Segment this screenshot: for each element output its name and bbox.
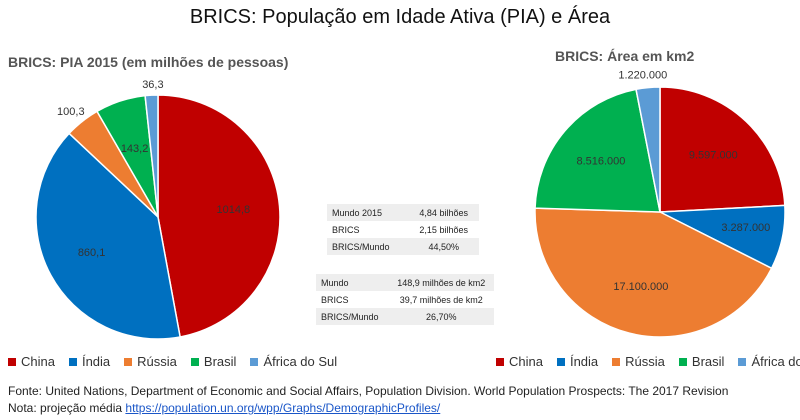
pia-chart-title: BRICS: PIA 2015 (em milhões de pessoas)	[8, 54, 289, 70]
area-legend-label-brasil: Brasil	[691, 354, 725, 369]
area-slice-china	[659, 86, 786, 213]
area-data-label-china: 9.597.000	[689, 150, 738, 162]
footer-note: Nota: projeção média https://population.…	[8, 401, 440, 415]
pia-legend: China Índia Rússia Brasil África do Sul	[8, 354, 337, 369]
area-data-label-india: 3.287.000	[721, 222, 770, 234]
area-table-row-value: 148,9 milhões de km2	[388, 274, 494, 291]
pia-legend-swatch-china	[8, 357, 16, 366]
pia-legend-item-africa-do-sul: África do Sul	[250, 354, 337, 369]
pia-data-label-brasil: 143,2	[121, 143, 149, 155]
area-data-label-brasil: 8.516.000	[576, 156, 625, 168]
area-legend-item-russia: Rússia	[612, 354, 665, 369]
area-slice-africa-do-sul	[635, 86, 661, 213]
area-slice-brasil	[534, 88, 661, 213]
area-legend-swatch-brasil	[678, 357, 687, 366]
area-legend-label-china: China	[509, 354, 543, 369]
pia-legend-item-brasil: Brasil	[190, 354, 237, 369]
pia-slice-india	[35, 132, 182, 340]
footer-source: Fonte: United Nations, Department of Eco…	[8, 384, 729, 398]
area-legend-swatch-africa-do-sul	[738, 357, 747, 366]
area-stats-table: Mundo 148,9 milhões de km2 BRICS 39,7 milhõ…	[316, 274, 494, 325]
pia-legend-swatch-india	[68, 357, 77, 366]
area-legend-swatch-china	[496, 357, 504, 366]
pia-legend-item-india: Índia	[68, 354, 111, 369]
pia-data-label-russia: 100,3	[57, 106, 85, 118]
area-chart-title: BRICS: Área em km2	[555, 48, 695, 64]
footer-note-label: Nota: projeção média	[8, 401, 123, 415]
area-legend-label-india: Índia	[569, 354, 599, 369]
pia-data-label-india: 860,1	[78, 247, 106, 259]
population-table-row: BRICS 2,15 bilhões	[327, 221, 479, 238]
area-legend: China Índia Rússia Brasil África do Sul	[496, 354, 800, 369]
pia-legend-label-india: Índia	[81, 354, 111, 369]
area-table-row-label: BRICS	[316, 291, 389, 308]
pia-legend-swatch-brasil	[190, 357, 199, 366]
area-legend-item-china: China	[496, 354, 543, 369]
population-table-row: BRICS/Mundo 44,50%	[327, 238, 479, 255]
population-table-row-label: BRICS	[327, 221, 409, 238]
area-table-row: Mundo 148,9 milhões de km2	[316, 274, 494, 291]
population-table-row-value: 4,84 bilhões	[408, 204, 479, 221]
footer-note-link[interactable]: https://population.un.org/wpp/Graphs/Dem…	[125, 401, 441, 415]
pia-slice-china	[157, 94, 281, 338]
area-table-row-label: BRICS/Mundo	[316, 308, 389, 325]
pia-data-label-china: 1014,8	[216, 204, 250, 216]
area-legend-swatch-india	[556, 357, 565, 366]
population-stats-table: Mundo 2015 4,84 bilhões BRICS 2,15 bilhões B…	[327, 204, 479, 255]
pia-legend-label-russia: Rússia	[137, 354, 177, 369]
area-slice-russia	[534, 207, 773, 338]
area-table-row-value: 39,7 milhões de km2	[388, 291, 494, 308]
pia-slice-africa-do-sul	[144, 94, 159, 218]
pia-legend-swatch-russia	[124, 357, 133, 366]
area-table-row-label: Mundo	[316, 274, 389, 291]
area-data-label-russia: 17.100.000	[613, 281, 668, 293]
population-table-row-label: BRICS/Mundo	[327, 238, 409, 255]
area-legend-item-brasil: Brasil	[678, 354, 725, 369]
area-data-label-africa-do-sul: 1.220.000	[618, 70, 667, 82]
pia-legend-swatch-africa-do-sul	[250, 357, 259, 366]
area-table-row: BRICS 39,7 milhões de km2	[316, 291, 494, 308]
population-table-row-value: 2,15 bilhões	[408, 221, 479, 238]
area-table-row: BRICS/Mundo 26,70%	[316, 308, 494, 325]
pia-legend-item-china: China	[8, 354, 55, 369]
main-title: BRICS: População em Idade Ativa (PIA) e …	[189, 6, 611, 28]
population-table-row-value: 44,50%	[408, 238, 479, 255]
population-table-row: Mundo 2015 4,84 bilhões	[327, 204, 479, 221]
pia-legend-label-china: China	[21, 354, 55, 369]
area-legend-label-russia: Rússia	[625, 354, 665, 369]
population-table-row-label: Mundo 2015	[327, 204, 409, 221]
pia-legend-item-russia: Rússia	[124, 354, 177, 369]
area-legend-item-india: Índia	[556, 354, 599, 369]
area-legend-item-africa-do-sul: África do Sul	[738, 354, 800, 369]
area-legend-label-africa-do-sul: África do Sul	[751, 354, 800, 369]
area-legend-swatch-russia	[612, 357, 621, 366]
pia-legend-label-africa-do-sul: África do Sul	[263, 354, 338, 369]
area-table-row-value: 26,70%	[388, 308, 494, 325]
pia-legend-label-brasil: Brasil	[203, 354, 237, 369]
pia-data-label-africa-do-sul: 36,3	[142, 79, 163, 91]
